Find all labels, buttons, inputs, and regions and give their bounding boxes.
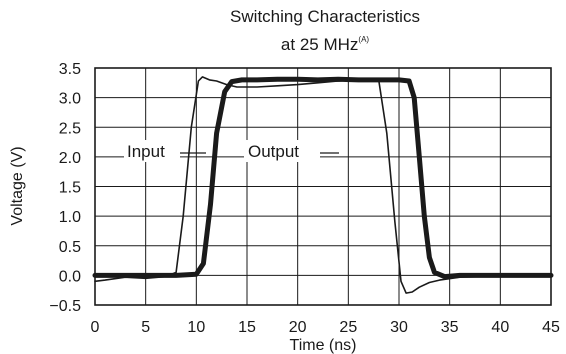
y-tick-label: 1.5 [59,180,81,197]
y-tick-label: 2.0 [59,150,81,167]
x-tick-label: 40 [491,319,509,336]
y-tick-label: 3.5 [59,61,81,78]
series-line-output [92,76,554,280]
x-tick-label: 45 [542,319,560,336]
y-tick-labels: −0.5 0.0 0.5 1.0 1.5 2.0 2.5 3.0 3.5 [49,61,81,315]
chart-subtitle-note: (A) [358,35,369,44]
output-label-bg [244,140,320,162]
y-tick-label: −0.5 [49,298,81,315]
x-tick-label: 0 [91,319,100,336]
input-label-bg [124,140,180,162]
chart-title: Switching Characteristics [230,7,420,26]
y-tick-label: 0.0 [59,268,81,285]
chart-subtitle-main: at 25 MHz [281,35,358,54]
x-tick-label: 15 [238,319,256,336]
chart-subtitle: at 25 MHz(A) [281,35,369,54]
x-tick-label: 10 [187,319,205,336]
annotation-input: Input [127,142,165,161]
y-tick-label: 1.0 [59,209,81,226]
x-tick-label: 20 [289,319,307,336]
x-tick-label: 30 [390,319,408,336]
plot-frame [94,67,552,306]
x-tick-label: 5 [141,319,150,336]
y-tick-label: 0.5 [59,239,81,256]
series-line-input [94,76,552,294]
y-tick-label: 3.0 [59,91,81,108]
y-tick-label: 2.5 [59,120,81,137]
x-tick-label: 35 [441,319,459,336]
x-axis-label: Time (ns) [290,337,357,354]
y-axis-label: Voltage (V) [9,146,26,225]
x-tick-label: 25 [339,319,357,336]
x-tick-labels: 0 5 10 15 20 25 30 35 40 45 [91,319,560,336]
series-layer [92,76,554,294]
annotation-output: Output [248,142,299,161]
